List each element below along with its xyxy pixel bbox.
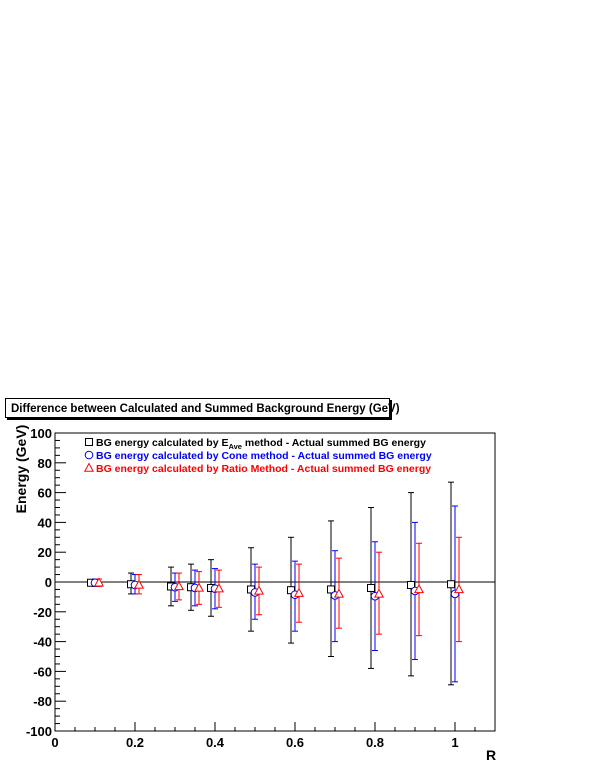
data-point-triangle [173,580,185,591]
y-tick-label: 40 [38,515,52,530]
legend-marker-circle [84,450,94,460]
data-point-triangle [213,583,225,593]
data-point-triangle [93,577,105,587]
legend-marker-triangle [83,462,95,472]
x-tick-label: 0.2 [126,735,144,750]
y-tick-label: -40 [33,635,52,650]
y-tick-label: 20 [38,545,52,560]
data-point-triangle [333,588,345,598]
x-tick-label: 0.4 [206,735,225,750]
data-point-square [447,580,455,589]
y-tick-label: 80 [38,456,52,471]
x-tick-label: 1 [451,735,458,750]
legend-marker-square [85,438,93,446]
y-axis-label: Energy (GeV) [13,425,29,514]
data-point-triangle [293,587,305,597]
data-point-triangle [413,583,425,594]
y-tick-label: -80 [33,694,52,709]
data-point-triangle [253,585,265,595]
data-point-triangle [453,583,465,594]
y-tick-label: 100 [30,426,52,441]
legend-entry: BG energy calculated by Cone method - Ac… [96,450,432,462]
y-tick-label: 0 [45,575,52,590]
y-tick-label: -60 [33,664,52,679]
x-tick-label: 0 [51,735,58,750]
x-tick-label: 0.8 [366,735,384,750]
data-point-triangle [193,582,205,592]
data-point-square [407,580,415,589]
data-point-square [327,585,335,594]
x-tick-label: 0.6 [286,735,304,750]
data-point-square [367,583,375,592]
chart-title: Difference between Calculated and Summed… [5,398,400,418]
y-tick-label: -100 [26,724,52,739]
y-tick-label: -20 [33,605,52,620]
y-tick-label: 60 [38,486,52,501]
data-point-triangle [133,579,145,589]
legend-entry: BG energy calculated by Ratio Method - A… [96,463,431,475]
x-axis-label: R [486,747,496,763]
legend-entry: BG energy calculated by EAve method - Ac… [96,437,426,451]
data-point-triangle [373,588,385,598]
